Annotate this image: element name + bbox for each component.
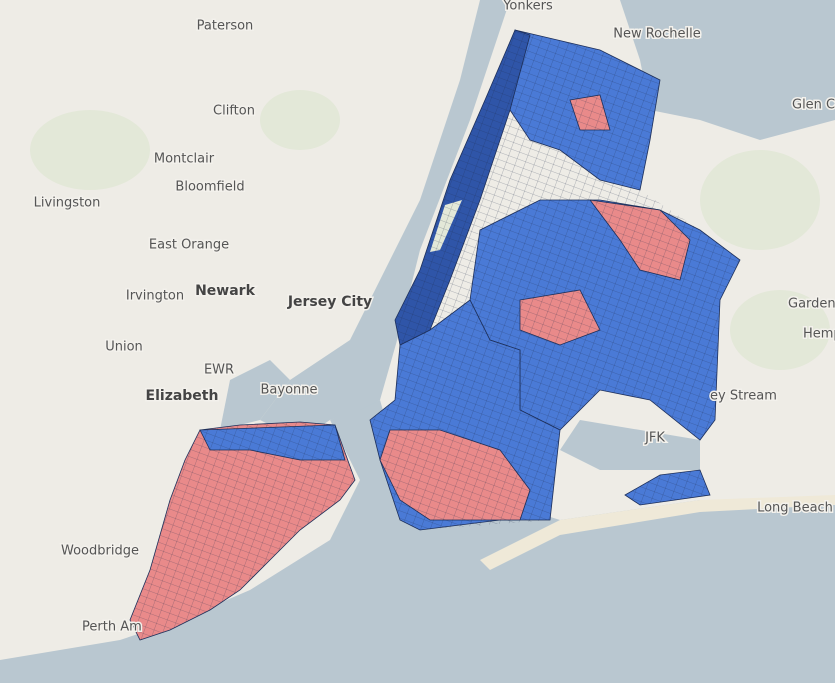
barrier-beach xyxy=(480,495,835,570)
place-label: Irvington xyxy=(126,289,184,304)
place-label: Bloomfield xyxy=(175,180,244,195)
place-label: Union xyxy=(105,340,143,355)
place-labels: Yonkers New Rochelle Paterson Clifton Montcl… xyxy=(32,0,835,636)
place-label: JFK xyxy=(644,431,665,446)
place-label: Yonkers xyxy=(502,0,553,14)
place-label: Paterson xyxy=(197,19,254,34)
place-label: Hemp xyxy=(803,327,835,342)
place-label: ey Stream xyxy=(710,389,777,404)
place-label: Newark xyxy=(195,283,255,299)
place-label: New Rochelle xyxy=(613,27,701,42)
place-label: Livingston xyxy=(34,196,101,211)
place-label: Woodbridge xyxy=(61,544,139,559)
place-label: Glen Co xyxy=(792,98,835,113)
parks xyxy=(30,90,830,370)
place-label: Long Beach xyxy=(757,501,833,516)
place-label: EWR xyxy=(204,363,234,378)
precincts xyxy=(129,29,741,641)
place-label: Garden C xyxy=(788,297,835,312)
place-label: Elizabeth xyxy=(146,388,219,404)
place-label: Bayonne xyxy=(260,383,317,398)
place-label: Montclair xyxy=(154,152,215,167)
place-label: East Orange xyxy=(149,238,229,253)
place-label: Perth Am xyxy=(82,620,142,635)
place-label: Clifton xyxy=(213,104,255,119)
place-label: Jersey City xyxy=(287,294,372,310)
